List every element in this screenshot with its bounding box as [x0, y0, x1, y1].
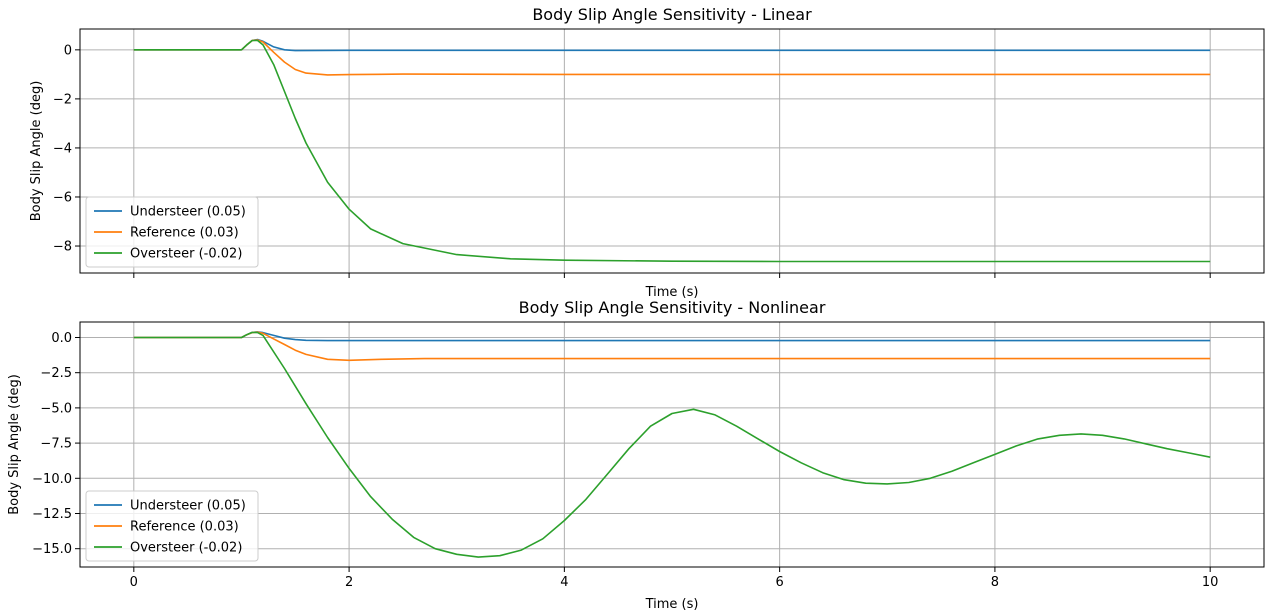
- legend-label: Oversteer (-0.02): [130, 247, 242, 262]
- x-tick-label: 2: [345, 575, 353, 590]
- x-tick-label: 6: [775, 575, 783, 590]
- y-axis-label: Body Slip Angle (deg): [7, 374, 22, 515]
- x-axis-label: Time (s): [645, 597, 699, 612]
- subplot-linear: 0 −2 −4 −6 −8 Body Slip Angle Sensitivity - L…: [29, 5, 1265, 300]
- plot-frame: [79, 28, 1265, 274]
- y-tick-label: −12.5: [32, 507, 72, 522]
- x-tick-label: 8: [991, 575, 999, 590]
- legend-box: [85, 490, 259, 562]
- y-tick-label: −15.0: [32, 542, 72, 557]
- x-tick-label: 0: [130, 575, 138, 590]
- y-tick-label: −8: [53, 240, 72, 255]
- plot-frame: [79, 321, 1265, 568]
- x-tick-label: 4: [560, 575, 568, 590]
- legend-label: Reference (0.03): [130, 520, 239, 535]
- chart-title: Body Slip Angle Sensitivity - Linear: [532, 5, 812, 24]
- y-tick-label: −2.5: [40, 366, 72, 381]
- series-line-2: [133, 331, 1211, 558]
- legend-label: Understeer (0.05): [130, 499, 246, 514]
- y-tick-label: −10.0: [32, 472, 72, 487]
- x-axis-label: Time (s): [645, 285, 699, 300]
- series-line-1: [133, 331, 1211, 362]
- series-line-2: [133, 39, 1211, 263]
- y-tick-label: −4: [53, 141, 72, 156]
- y-tick-label: 0.0: [51, 331, 72, 346]
- legend-box: [85, 196, 259, 268]
- legend: Understeer (0.05) Reference (0.03) Overste…: [85, 490, 259, 562]
- series-line-1: [133, 39, 1211, 76]
- series-line-0: [133, 38, 1211, 52]
- legend-label: Understeer (0.05): [130, 205, 246, 220]
- subplot-nonlinear: 0 2 4 6 8 10 0.0 −2.5 −5.0 −7.5 −10.0 −12.5 −15.0 Bod…: [7, 298, 1265, 612]
- chart-title: Body Slip Angle Sensitivity - Nonlinear: [519, 298, 826, 317]
- y-tick-label: −2: [53, 92, 72, 107]
- y-tick-label: −5.0: [40, 401, 72, 416]
- legend: Understeer (0.05) Reference (0.03) Overste…: [85, 196, 259, 268]
- legend-label: Oversteer (-0.02): [130, 541, 242, 556]
- y-tick-label: −7.5: [40, 437, 72, 452]
- x-tick-label: 10: [1202, 575, 1219, 590]
- legend-label: Reference (0.03): [130, 226, 239, 241]
- series-line-0: [133, 331, 1211, 342]
- y-axis-label: Body Slip Angle (deg): [29, 81, 44, 222]
- y-tick-label: −6: [53, 190, 72, 205]
- y-tick-label: 0: [64, 43, 72, 58]
